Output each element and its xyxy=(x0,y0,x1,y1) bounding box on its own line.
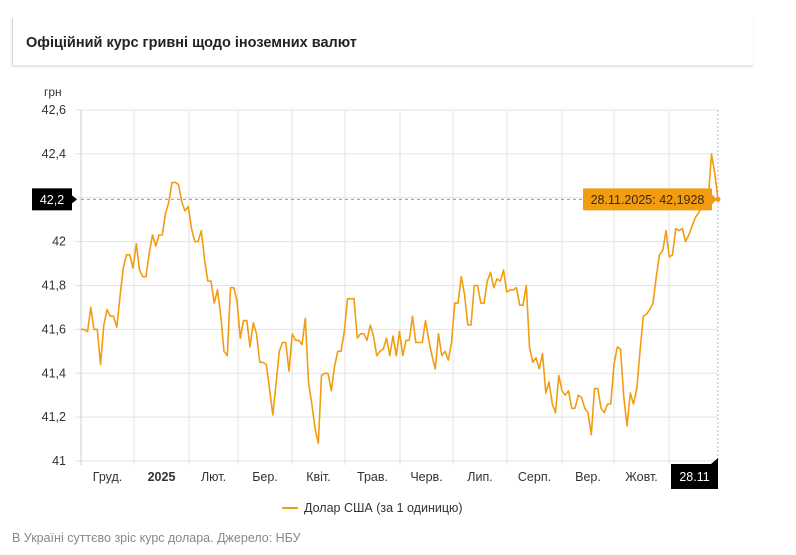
y-tick-label: 41,8 xyxy=(42,279,66,293)
grid xyxy=(75,109,719,465)
tooltip-text: 28.11.2025: 42,1928 xyxy=(591,193,705,207)
x-tick-label: Трав. xyxy=(357,470,388,484)
x-tick-label: Квіт. xyxy=(306,470,331,484)
x-tick-label: Серп. xyxy=(518,470,551,484)
footer-caption: В Україні суттєво зріс курс долара. Джер… xyxy=(12,531,301,545)
y-tick-label: 41,2 xyxy=(42,410,66,424)
y-tick-label: 42 xyxy=(52,235,66,249)
x-tick-label: 2025 xyxy=(148,470,176,484)
y-axis: 41 41,2 41,4 41,6 41,8 42 42,4 42,6 xyxy=(42,103,66,468)
legend[interactable]: Долар США (за 1 одиницю) xyxy=(282,501,463,515)
x-tick-label: Груд. xyxy=(93,470,122,484)
y-axis-label: грн xyxy=(44,85,62,99)
x-tick-label: Лют. xyxy=(201,470,226,484)
y-crosshair-badge xyxy=(32,188,72,211)
tooltip-pointer xyxy=(712,194,717,205)
x-tick-label: Вер. xyxy=(575,470,601,484)
x-axis: Груд. 2025 Лют. Бер. Квіт. Трав. Черв. Лип. Серп… xyxy=(93,470,658,484)
y-crosshair-label: 42,2 xyxy=(40,193,64,207)
y-tick-label: 41,4 xyxy=(42,366,66,380)
page-title: Офіційний курс гривні щодо іноземних вал… xyxy=(26,35,357,51)
x-tick-label: Лип. xyxy=(467,470,492,484)
x-crosshair-pointer xyxy=(711,458,718,464)
tooltip-box xyxy=(583,188,712,211)
x-tick-label: Бер. xyxy=(252,470,278,484)
overlays: 42,2 28.11 28.11.2025: 42,1928 xyxy=(32,188,721,489)
x-crosshair-label: 28.11 xyxy=(679,470,709,484)
y-tick-label: 42,6 xyxy=(42,103,66,117)
y-tick-label: 41 xyxy=(52,454,66,468)
x-crosshair-badge xyxy=(671,464,718,489)
hover-point[interactable] xyxy=(715,196,721,202)
y-tick-label: 42,4 xyxy=(42,147,66,161)
x-tick-label: Черв. xyxy=(410,470,442,484)
chart-header: Офіційний курс гривні щодо іноземних вал… xyxy=(12,18,753,65)
line-chart: 41 41,2 41,4 41,6 41,8 42 42,4 42,6 Груд. 2025 Лю… xyxy=(32,85,721,515)
y-tick-label: 41,6 xyxy=(42,322,66,336)
x-tick-label: Жовт. xyxy=(625,470,658,484)
series-line-usd[interactable] xyxy=(81,153,719,445)
legend-label: Долар США (за 1 одиницю) xyxy=(304,501,463,515)
y-crosshair-pointer xyxy=(72,195,77,204)
